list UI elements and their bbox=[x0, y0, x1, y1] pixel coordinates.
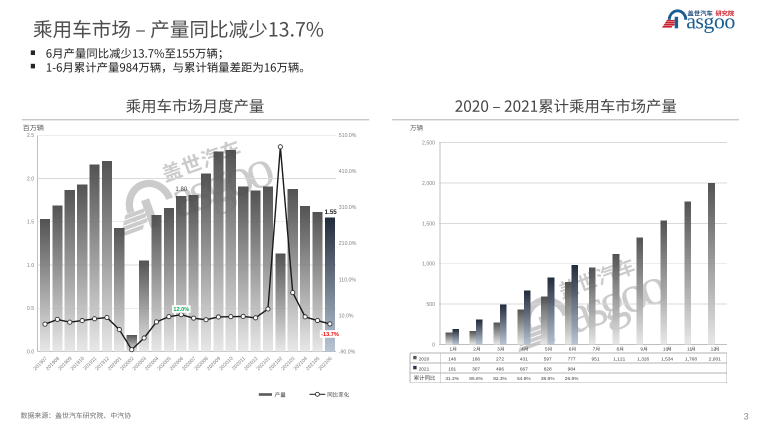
svg-text:310.0%: 310.0% bbox=[339, 205, 357, 211]
svg-text:2,000: 2,000 bbox=[422, 181, 435, 187]
svg-text:82.3%: 82.3% bbox=[493, 376, 507, 382]
svg-text:5: 5 bbox=[545, 347, 548, 353]
svg-text:1.0: 1.0 bbox=[27, 263, 34, 269]
svg-text:1,534: 1,534 bbox=[661, 357, 673, 363]
svg-text:431: 431 bbox=[520, 357, 528, 363]
svg-text:272: 272 bbox=[496, 357, 504, 363]
svg-text:307: 307 bbox=[472, 367, 480, 373]
svg-text:3: 3 bbox=[744, 411, 749, 421]
svg-text:11: 11 bbox=[687, 347, 692, 353]
svg-text:1,000: 1,000 bbox=[422, 262, 435, 268]
svg-text:146: 146 bbox=[448, 357, 456, 363]
svg-text:1,121: 1,121 bbox=[613, 357, 625, 363]
svg-text:38.8%: 38.8% bbox=[541, 376, 555, 382]
svg-text:8: 8 bbox=[616, 347, 619, 353]
svg-text:6: 6 bbox=[569, 347, 572, 353]
svg-text:3: 3 bbox=[497, 347, 500, 353]
svg-text:951: 951 bbox=[591, 357, 599, 363]
svg-text:12.0%: 12.0% bbox=[173, 307, 189, 313]
svg-text:667: 667 bbox=[520, 367, 528, 373]
svg-text:85.6%: 85.6% bbox=[469, 376, 483, 382]
svg-text:0.0: 0.0 bbox=[27, 349, 34, 355]
svg-text:1,326: 1,326 bbox=[637, 357, 649, 363]
svg-text:2.5: 2.5 bbox=[27, 133, 34, 139]
svg-text:12: 12 bbox=[711, 347, 717, 353]
svg-text:0: 0 bbox=[432, 342, 435, 348]
svg-text:597: 597 bbox=[544, 357, 552, 363]
svg-text:2,500: 2,500 bbox=[422, 141, 435, 147]
svg-text:2.0: 2.0 bbox=[27, 176, 34, 182]
svg-text:-90.0%: -90.0% bbox=[339, 349, 356, 355]
svg-text:110.0%: 110.0% bbox=[339, 277, 357, 283]
svg-text:31.3%: 31.3% bbox=[445, 376, 459, 382]
svg-text:210.0%: 210.0% bbox=[339, 241, 357, 247]
svg-text:4: 4 bbox=[521, 347, 524, 353]
svg-text:1.5: 1.5 bbox=[27, 220, 34, 226]
svg-text:191: 191 bbox=[448, 367, 456, 373]
svg-text:10.0%: 10.0% bbox=[339, 313, 354, 319]
svg-text:500: 500 bbox=[426, 302, 435, 308]
svg-text:984: 984 bbox=[568, 367, 576, 373]
svg-text:-13.7%: -13.7% bbox=[321, 332, 339, 338]
svg-text:26.6%: 26.6% bbox=[565, 376, 579, 382]
svg-text:10: 10 bbox=[663, 347, 669, 353]
svg-text:1,500: 1,500 bbox=[422, 221, 435, 227]
svg-text:1,768: 1,768 bbox=[685, 357, 697, 363]
svg-text:410.0%: 410.0% bbox=[339, 169, 357, 175]
svg-text:2,001: 2,001 bbox=[709, 357, 721, 363]
svg-text:1.80: 1.80 bbox=[175, 186, 187, 193]
svg-text:asgoo: asgoo bbox=[686, 8, 735, 33]
svg-text:0.5: 0.5 bbox=[27, 306, 34, 312]
svg-text:510.0%: 510.0% bbox=[339, 133, 357, 139]
svg-text:9: 9 bbox=[640, 347, 643, 353]
svg-text:54.8%: 54.8% bbox=[517, 376, 531, 382]
svg-text:7: 7 bbox=[593, 347, 596, 353]
svg-text:1.55: 1.55 bbox=[325, 209, 338, 216]
svg-text:1: 1 bbox=[449, 347, 452, 353]
svg-text:2020: 2020 bbox=[419, 357, 430, 363]
svg-text:496: 496 bbox=[496, 367, 504, 373]
svg-text:2021: 2021 bbox=[419, 367, 430, 373]
svg-text:2: 2 bbox=[473, 347, 476, 353]
svg-text:166: 166 bbox=[472, 357, 480, 363]
svg-text:828: 828 bbox=[544, 367, 552, 373]
svg-text:777: 777 bbox=[568, 357, 576, 363]
